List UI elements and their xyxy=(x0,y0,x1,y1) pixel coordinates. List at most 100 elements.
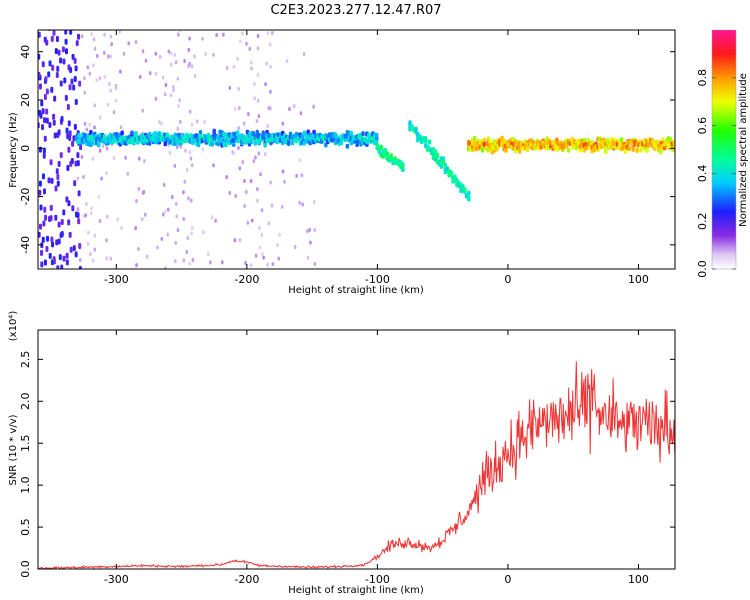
heatmap-cell xyxy=(298,200,301,205)
heatmap-cell xyxy=(283,179,286,184)
heatmap-cell xyxy=(138,74,142,79)
heatmap-cell xyxy=(247,112,250,117)
heatmap-cell xyxy=(45,39,49,46)
heatmap-cell xyxy=(578,147,583,153)
heatmap-cell xyxy=(269,106,272,111)
heatmap-cell xyxy=(309,240,312,245)
heatmap-cell xyxy=(49,204,53,211)
heatmap-cell xyxy=(62,255,66,262)
heatmap-cell xyxy=(106,102,110,107)
heatmap-cell xyxy=(141,49,145,54)
heatmap-cell xyxy=(349,130,354,136)
heatmap-cell xyxy=(105,146,109,151)
heatmap-cell xyxy=(60,218,64,225)
heatmap-cell xyxy=(63,77,67,84)
heatmap-cell xyxy=(278,232,281,237)
heatmap-cell xyxy=(169,62,173,67)
heatmap-cell xyxy=(158,120,161,125)
heatmap-cell xyxy=(253,96,256,101)
heatmap-cell xyxy=(141,108,144,113)
heatmap-cell xyxy=(174,240,178,245)
heatmap-cell xyxy=(504,147,508,153)
heatmap-cell xyxy=(401,163,405,169)
heatmap-cell xyxy=(67,120,71,127)
colorbar-label: Normalized spectral amplitude xyxy=(738,73,749,227)
heatmap-cell xyxy=(209,260,212,265)
heatmap-cell xyxy=(64,30,68,35)
snr-x-tick-label: -200 xyxy=(234,573,259,586)
heatmap-cell xyxy=(160,236,164,241)
heatmap-cell xyxy=(96,54,99,59)
heatmap-cell xyxy=(41,61,45,68)
heatmap-cell xyxy=(188,61,191,66)
heatmap-cell xyxy=(189,156,193,161)
heatmap-cell xyxy=(517,148,522,154)
heatmap-cell xyxy=(65,252,69,259)
heatmap-cell xyxy=(174,259,177,264)
heatmap-cell xyxy=(114,131,119,137)
heatmap-cell xyxy=(38,146,42,153)
heatmap-cell xyxy=(435,152,440,158)
heatmap-cell xyxy=(93,103,97,108)
heatmap-cell xyxy=(144,58,148,63)
heatmap-cell xyxy=(228,85,232,90)
heatmap-cell xyxy=(313,261,317,266)
snr-y-tick-label: 2.0 xyxy=(19,393,32,411)
heatmap-cell xyxy=(259,172,262,177)
heatmap-cell xyxy=(51,241,55,248)
heatmap-cell xyxy=(242,121,246,126)
heatmap-cell xyxy=(80,154,84,159)
heatmap-x-ticks: -300 -200 -100 0 100 xyxy=(104,30,649,286)
heatmap-cell xyxy=(79,257,82,262)
heatmap-cell xyxy=(137,186,141,191)
heatmap-cell xyxy=(45,108,49,115)
heatmap-cell xyxy=(62,58,66,65)
heatmap-cell xyxy=(55,239,59,246)
heatmap-cell xyxy=(83,76,86,81)
heatmap-cell xyxy=(203,119,206,124)
colorbar-tick-label: 0.6 xyxy=(696,117,709,135)
heatmap-cell xyxy=(103,32,106,37)
heatmap-cell xyxy=(654,139,659,145)
heatmap-cell xyxy=(71,53,75,60)
heatmap-cell xyxy=(145,254,149,259)
heatmap-cell xyxy=(95,78,98,83)
heatmap-cell xyxy=(109,54,112,59)
heatmap-cell xyxy=(59,152,63,159)
heatmap-cell xyxy=(73,180,77,187)
heatmap-cell xyxy=(188,36,191,41)
heatmap-cell xyxy=(190,64,194,69)
heatmap-cell xyxy=(183,179,187,184)
heatmap-cell xyxy=(41,124,45,131)
heatmap-cell xyxy=(245,41,248,46)
heatmap-cell xyxy=(43,206,47,213)
heatmap-cells xyxy=(38,30,675,269)
heatmap-cell xyxy=(105,171,108,176)
heatmap-cell xyxy=(38,71,41,78)
snr-y-tick-label: 1.5 xyxy=(19,434,32,452)
heatmap-cell xyxy=(300,173,304,178)
heatmap-cell xyxy=(44,76,48,83)
heatmap-cell xyxy=(69,66,73,73)
heatmap-cell xyxy=(89,251,92,256)
heatmap-y-axis-label: Frequency (Hz) xyxy=(8,112,19,188)
heatmap-x-tick-label: -200 xyxy=(234,273,259,286)
heatmap-cell xyxy=(262,255,265,260)
heatmap-y-tick-label: 20 xyxy=(19,93,32,107)
heatmap-cell xyxy=(137,247,140,252)
heatmap-cell xyxy=(73,123,77,130)
heatmap-cell xyxy=(302,130,307,136)
snr-y-multiplier: (x10⁴) xyxy=(8,311,19,342)
heatmap-cell xyxy=(271,262,275,267)
heatmap-cell xyxy=(186,235,190,240)
heatmap-cell xyxy=(114,83,118,88)
heatmap-cell xyxy=(250,218,254,223)
heatmap-cell xyxy=(264,82,267,87)
heatmap-cell xyxy=(176,228,180,233)
heatmap-cell xyxy=(635,147,639,153)
heatmap-cell xyxy=(374,132,379,138)
heatmap-cell xyxy=(59,80,63,87)
snr-y-tick-label: 1.0 xyxy=(19,476,32,494)
heatmap-cell xyxy=(258,226,261,231)
heatmap-cell xyxy=(154,96,158,101)
